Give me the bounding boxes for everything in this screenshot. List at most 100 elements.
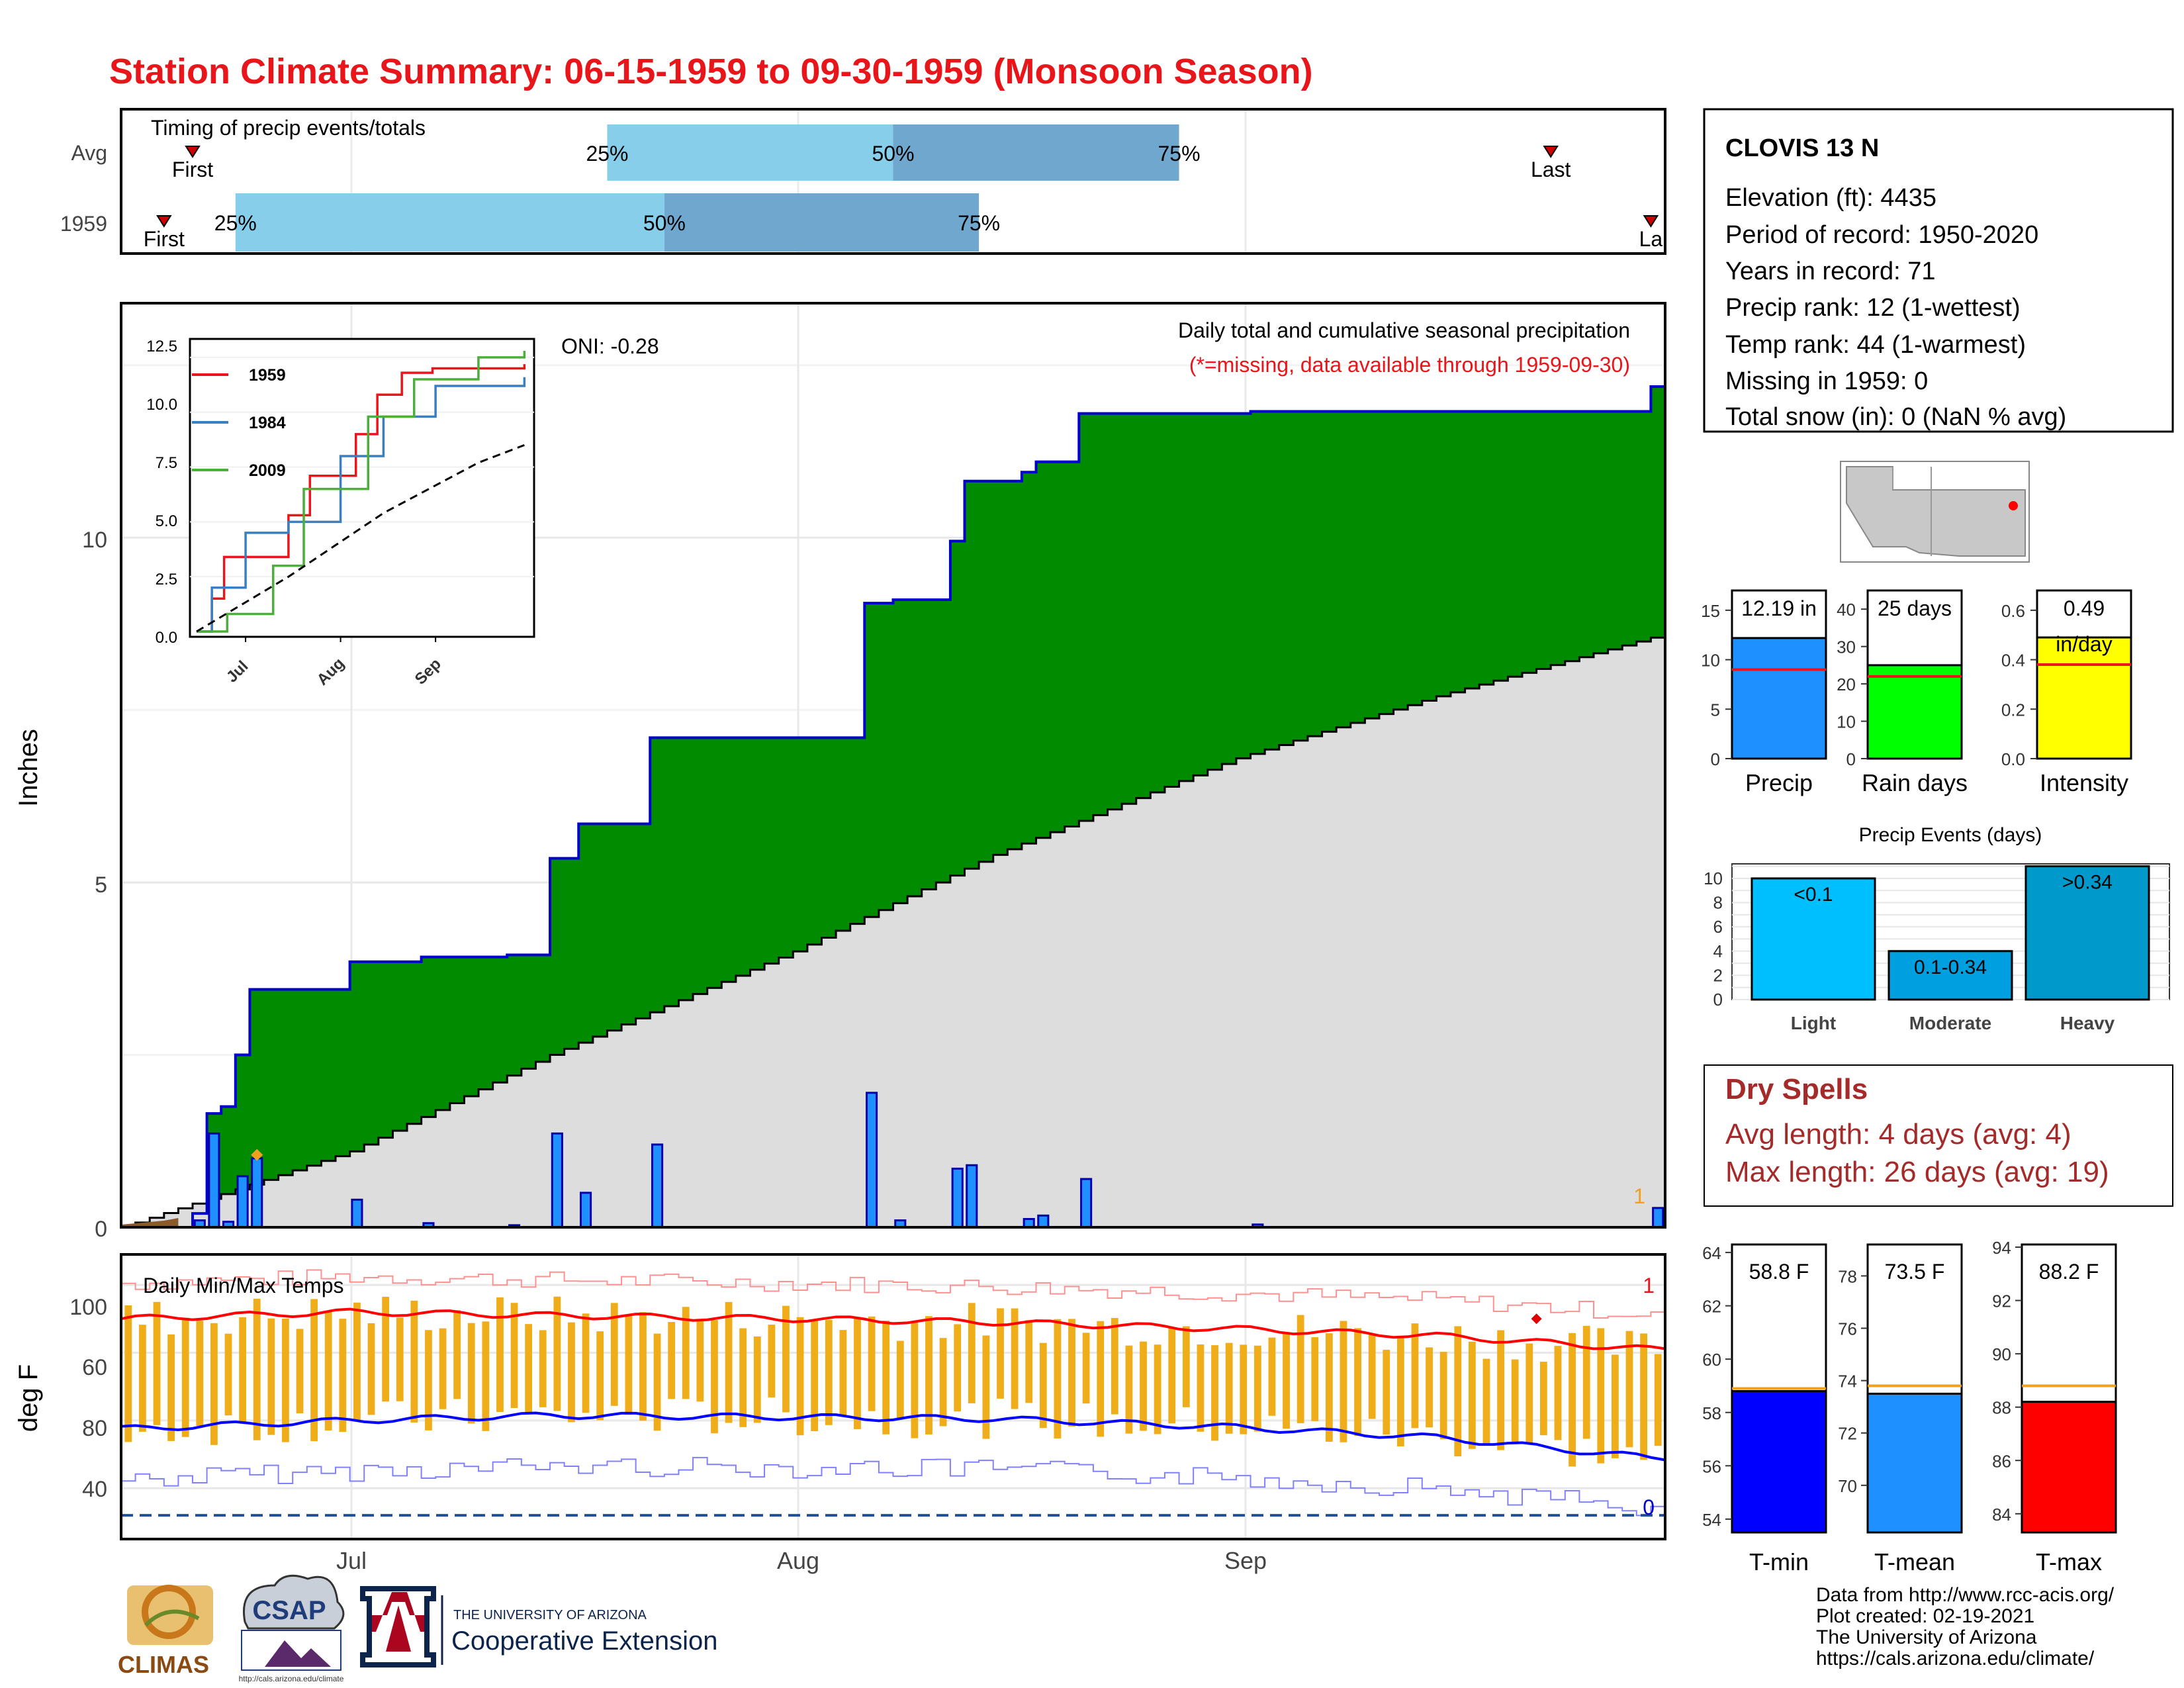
station-precip-rank: Precip rank: 12 (1-wettest) xyxy=(1725,294,2021,322)
daily-temp-range-bar-58 xyxy=(954,1324,962,1412)
daily-temp-range-bar-80 xyxy=(1268,1337,1276,1416)
precip-ytick-0: 0 xyxy=(95,1217,107,1242)
daily-temp-range-bar-79 xyxy=(1253,1345,1261,1432)
inset-ytick-2.5: 2.5 xyxy=(156,571,177,588)
daily-temp-range-bar-35 xyxy=(625,1315,633,1415)
summary-value2-2: in/day xyxy=(2056,632,2112,656)
events-cat-0: Light xyxy=(1791,1013,1836,1033)
climas-logo: CLIMAS xyxy=(118,1585,213,1678)
daily-temp-range-bar-56 xyxy=(925,1316,933,1434)
events-ticklabel-2: 4 xyxy=(1713,941,1723,961)
timing-label-75-0: 75% xyxy=(1158,142,1201,165)
timing-marker-last-1 xyxy=(1643,215,1659,228)
daily-temp-range-bar-75 xyxy=(1197,1344,1205,1432)
precip-corner-count: 1 xyxy=(1633,1184,1645,1208)
events-bar-1 xyxy=(1888,950,2013,1001)
events-cat-2: Heavy xyxy=(2060,1013,2115,1033)
record-high-line xyxy=(121,1269,1665,1319)
station-temp-rank: Temp rank: 44 (1-warmest) xyxy=(1725,331,2026,359)
daily-precip-bar-8 xyxy=(551,1132,563,1229)
precip-events-chart: Precip Events (days) <0.1 Light 0.1-0.34 Mo… xyxy=(1704,824,2170,1033)
tempbar-ticklabel-0-5: 64 xyxy=(1702,1243,1721,1263)
summary-ticklabel-1-3: 30 xyxy=(1837,637,1856,657)
footer-line-3: The University of Arizona xyxy=(1816,1626,2037,1648)
tempbar-ticklabel-0-1: 56 xyxy=(1702,1456,1721,1476)
daily-temp-range-bar-84 xyxy=(1325,1333,1333,1442)
daily-precip-bar-17 xyxy=(1080,1178,1093,1229)
temp-panel: Daily Min/Max Temps deg F 40 60 80 100 1… xyxy=(14,1253,1666,1574)
daily-temp-range-bar-54 xyxy=(896,1340,904,1419)
daily-precip-bar-16 xyxy=(1037,1214,1050,1229)
tempbar-0 xyxy=(1731,1390,1827,1534)
daily-temp-range-bar-16 xyxy=(353,1302,361,1421)
daily-temp-range-bar-55 xyxy=(911,1322,919,1438)
temp-record-marker xyxy=(1531,1313,1542,1325)
daily-temp-range-bar-0 xyxy=(124,1305,132,1442)
precip-ytick-10: 10 xyxy=(82,528,107,553)
timing-label-last-1: La xyxy=(1639,227,1663,251)
inset-series-1 xyxy=(197,377,526,633)
inset-ytick-12.5: 12.5 xyxy=(146,338,177,355)
tempbar-value-0: 58.8 F xyxy=(1749,1260,1809,1284)
cumulative-excess-area xyxy=(121,387,1665,1228)
daily-temp-range-bar-26 xyxy=(496,1297,504,1413)
daily-temp-range-bar-24 xyxy=(467,1323,475,1424)
avg-min-temp-line xyxy=(120,1411,1666,1462)
daily-temp-range-bar-1 xyxy=(139,1325,146,1432)
inset-ytick-0: 0.0 xyxy=(156,629,177,647)
events-ticklabel-4: 8 xyxy=(1713,893,1723,913)
summary-label-2: Intensity xyxy=(2040,769,2128,796)
record-marker xyxy=(251,1149,263,1161)
temp-count-max: 1 xyxy=(1643,1274,1655,1297)
daily-temp-range-bar-39 xyxy=(682,1307,690,1399)
summary-ticklabel-0-1: 5 xyxy=(1711,700,1720,720)
csap-logo: CSAP http://cals.arizona.edu/climate xyxy=(239,1574,345,1683)
summary-bar-0 xyxy=(1731,637,1827,760)
legend-1959: 1959 xyxy=(249,366,286,385)
daily-temp-range-bar-22 xyxy=(439,1328,447,1409)
events-bar-0 xyxy=(1751,877,1876,1001)
dry-spells-max: Max length: 26 days (avg: 19) xyxy=(1725,1156,2109,1188)
ua-logo-big: Cooperative Extension xyxy=(451,1626,717,1656)
inset-series-2 xyxy=(197,350,526,633)
precip-ytick-5: 5 xyxy=(95,872,107,898)
month-tick-aug: Aug xyxy=(777,1547,819,1574)
daily-temp-range-bar-98 xyxy=(1525,1343,1533,1444)
daily-temp-range-bar-94 xyxy=(1468,1341,1476,1449)
timing-marker-first-0 xyxy=(185,146,201,158)
timing-panel: Timing of precip events/totals Avg 1959 … xyxy=(60,108,1666,255)
daily-temp-range-bar-48 xyxy=(811,1320,819,1431)
daily-temp-range-bar-21 xyxy=(425,1330,432,1430)
events-bar-2 xyxy=(2025,865,2150,1001)
summary-bar-charts: 12.19 in Precip 0 5 10 15 25 days Rain days 0 10 2… xyxy=(1701,589,2132,796)
daily-temp-range-bar-89 xyxy=(1396,1337,1404,1447)
daily-temp-range-bar-13 xyxy=(310,1299,318,1442)
legend-2009: 2009 xyxy=(249,461,286,480)
daily-temp-range-bar-42 xyxy=(725,1301,733,1423)
footer-line-1: Data from http://www.rcc-acis.org/ xyxy=(1816,1584,2115,1606)
tempbar-ticklabel-2-4: 92 xyxy=(1992,1291,2011,1311)
daily-temp-range-bar-97 xyxy=(1511,1359,1519,1444)
events-ticklabel-0: 0 xyxy=(1713,990,1723,1009)
tempbar-label-1: T-mean xyxy=(1874,1548,1955,1575)
timing-marker-last-0 xyxy=(1543,146,1559,158)
tempbar-ticklabel-2-0: 84 xyxy=(1992,1505,2011,1524)
daily-temp-range-bar-86 xyxy=(1354,1328,1361,1436)
daily-temp-range-bar-96 xyxy=(1497,1330,1504,1450)
daily-temp-range-bar-95 xyxy=(1482,1358,1490,1444)
daily-temp-range-bar-29 xyxy=(539,1330,547,1407)
inset-series-3 xyxy=(196,444,525,633)
tempbar-value-2: 88.2 F xyxy=(2039,1260,2099,1284)
summary-ticklabel-0-3: 15 xyxy=(1701,601,1720,621)
oni-label: ONI: -0.28 xyxy=(561,334,659,358)
timing-label-25-1: 25% xyxy=(214,211,257,235)
daily-temp-range-bar-61 xyxy=(997,1308,1004,1399)
summary-ticklabel-1-1: 10 xyxy=(1837,712,1856,732)
summary-ticklabel-0-0: 0 xyxy=(1711,749,1720,769)
daily-temp-range-bar-31 xyxy=(568,1322,575,1423)
summary-ticklabel-2-1: 0.2 xyxy=(2001,700,2025,720)
summary-ticklabel-1-2: 20 xyxy=(1837,675,1856,694)
daily-temp-range-bar-25 xyxy=(482,1321,490,1431)
tempbar-ticklabel-1-2: 74 xyxy=(1838,1372,1857,1391)
dry-spells-avg: Avg length: 4 days (avg: 4) xyxy=(1725,1118,2071,1150)
